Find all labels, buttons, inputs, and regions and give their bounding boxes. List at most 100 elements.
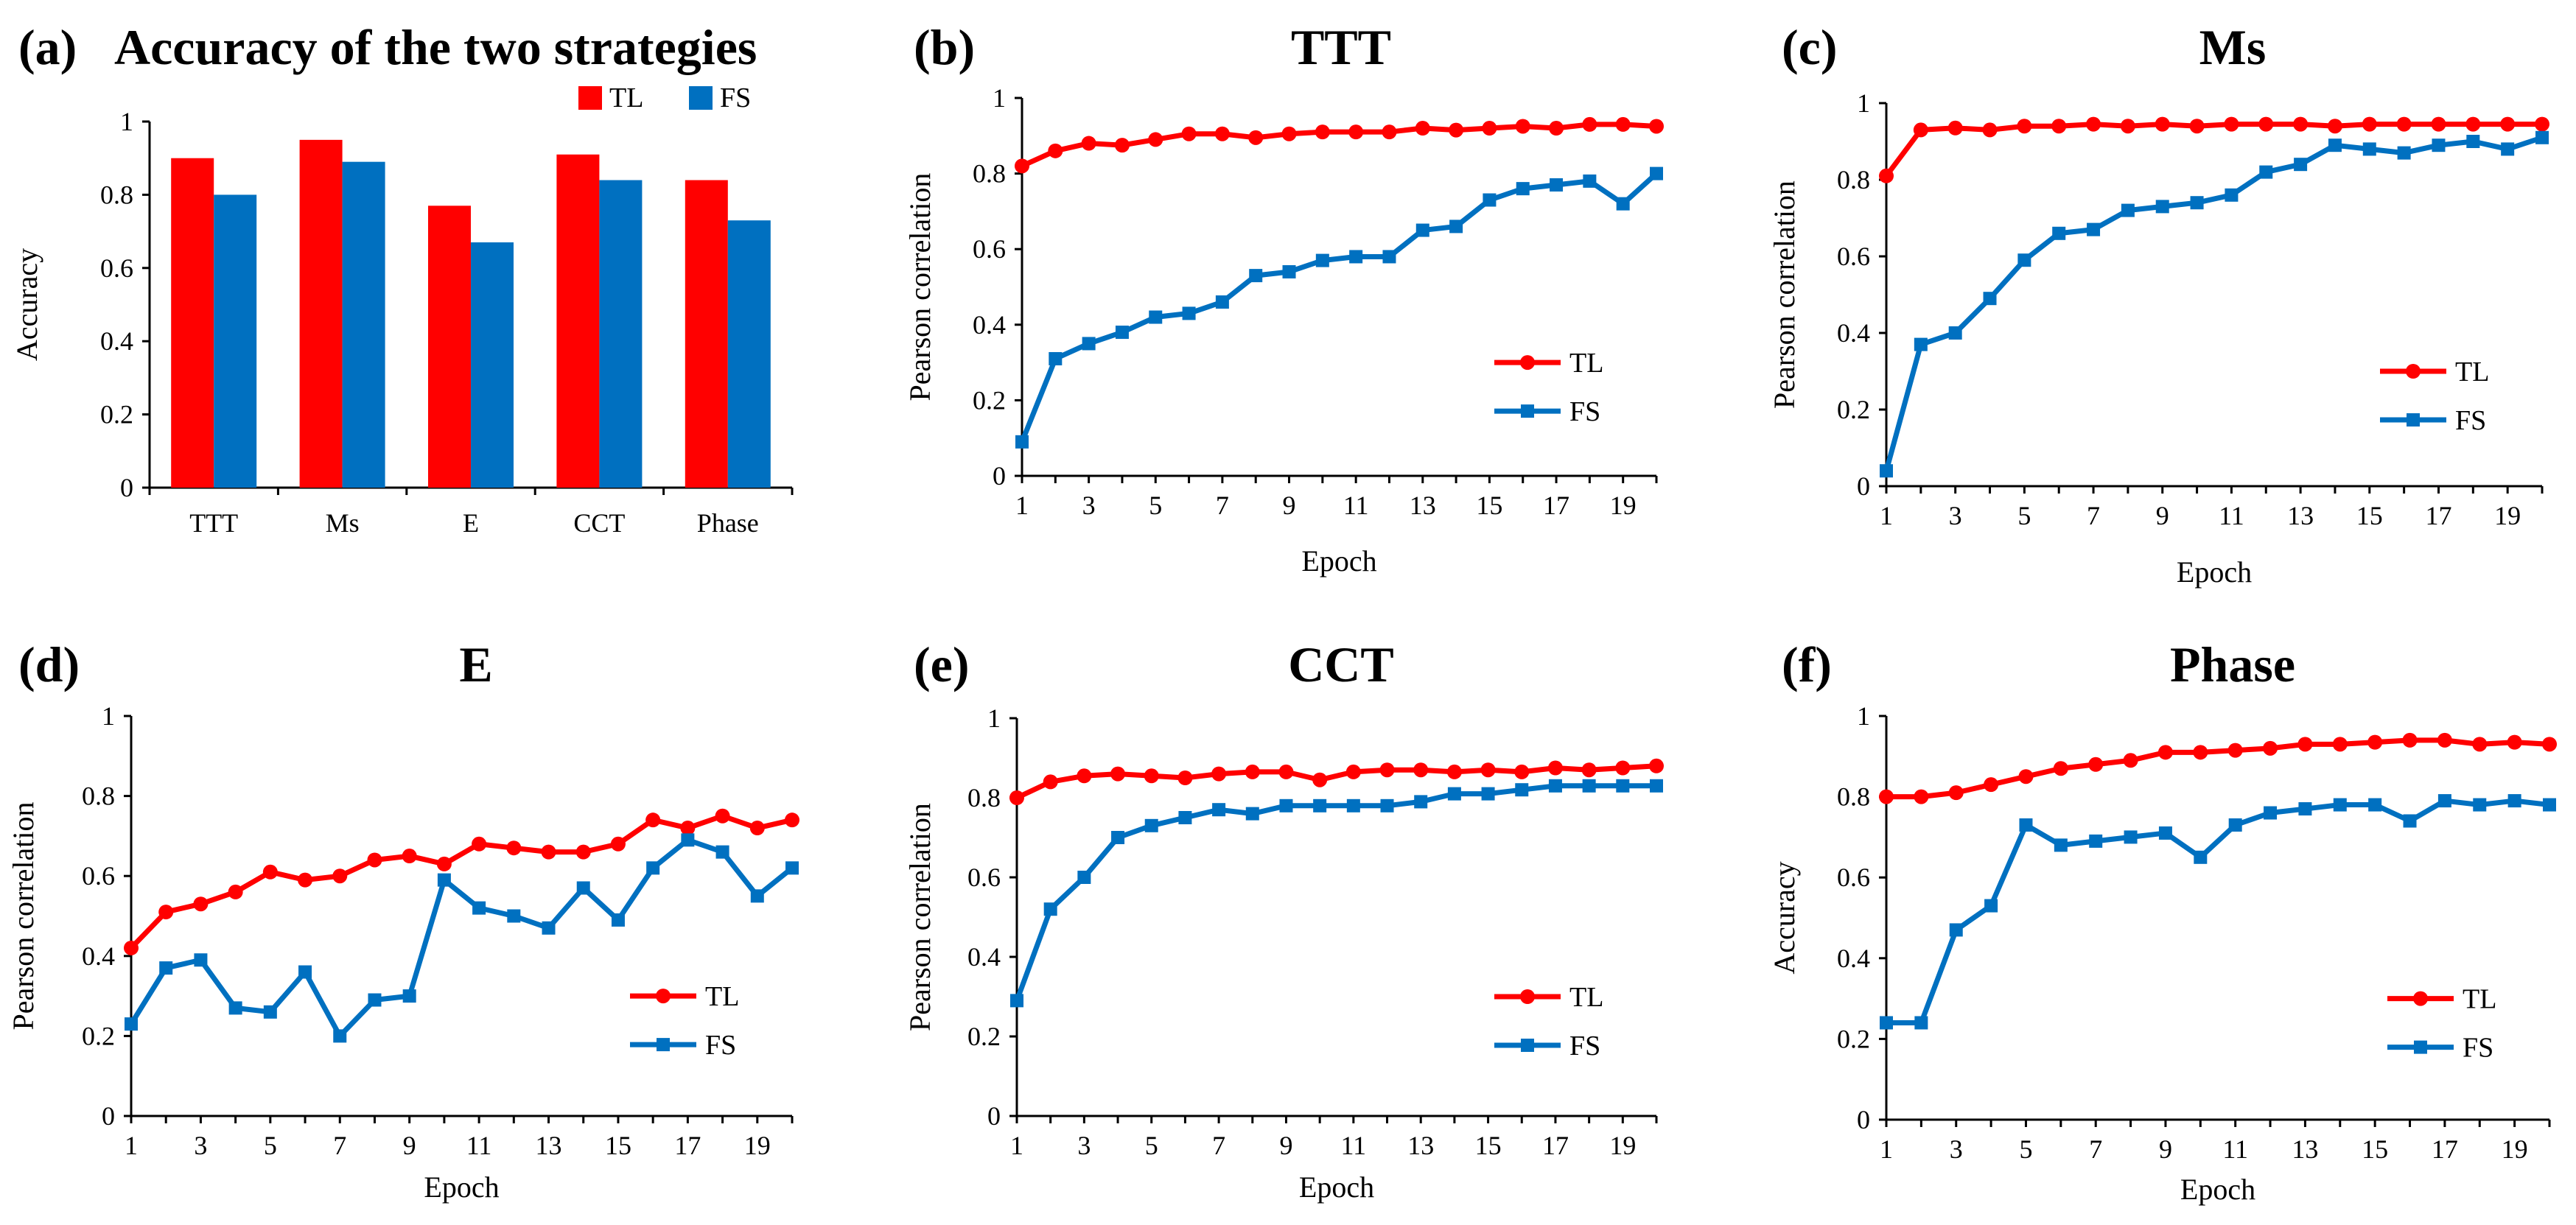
point-fs	[1382, 250, 1396, 264]
x-tick-label: 3	[194, 1131, 207, 1160]
x-tick-label: 5	[264, 1131, 277, 1160]
point-tl	[2155, 116, 2170, 132]
point-fs	[1984, 899, 1998, 913]
x-tick-label: 19	[1609, 1131, 1636, 1160]
series-line-fs	[1014, 783, 1656, 1002]
y-tick-label: 0	[1857, 471, 1870, 501]
x-axis-label: Epoch	[2180, 1173, 2255, 1206]
point-tl	[2263, 740, 2278, 756]
point-fs	[2054, 838, 2068, 852]
point-tl	[262, 864, 278, 880]
point-fs	[2333, 798, 2347, 812]
point-tl	[1649, 119, 1664, 134]
y-tick-label: 0.6	[1837, 242, 1870, 271]
y-tick-label: 0.4	[82, 941, 115, 971]
y-tick-label: 0.4	[973, 310, 1006, 340]
point-fs	[750, 889, 764, 903]
x-tick-label: 15	[605, 1131, 631, 1160]
x-axis-label: Epoch	[424, 1170, 499, 1204]
y-tick-label: 0.2	[100, 400, 133, 429]
point-tl	[2157, 745, 2173, 760]
x-tick-label: 15	[1475, 1131, 1502, 1160]
legend-marker-fs	[1521, 1039, 1534, 1052]
y-tick-label: 1	[102, 701, 115, 731]
y-tick-label: 0.2	[967, 1022, 1001, 1051]
y-tick-label: 0.8	[967, 783, 1001, 812]
point-tl	[1110, 766, 1126, 782]
point-fs	[2264, 806, 2278, 820]
x-tick-label: 1	[125, 1131, 138, 1160]
point-tl	[2193, 745, 2208, 760]
legend-marker-tl	[2406, 364, 2421, 379]
point-tl	[1114, 138, 1130, 153]
point-fs	[1616, 779, 1630, 793]
y-tick-label: 0.2	[82, 1021, 115, 1050]
legend-marker-tl	[1520, 989, 1535, 1004]
point-tl	[2500, 116, 2516, 132]
x-tick-label: 7	[333, 1131, 346, 1160]
y-tick-label: 0.2	[973, 385, 1006, 415]
point-fs	[1249, 269, 1263, 283]
point-fs	[1949, 923, 1963, 937]
point-tl	[541, 844, 556, 860]
x-tick-label: 11	[2222, 1134, 2248, 1164]
point-fs	[785, 861, 799, 875]
point-tl	[1449, 122, 1464, 138]
bar-fs	[599, 180, 643, 488]
point-fs	[2259, 165, 2273, 179]
panel-title: Accuracy of the two strategies	[114, 19, 757, 75]
point-tl	[2507, 734, 2522, 750]
point-tl	[2431, 116, 2446, 132]
point-fs	[2466, 135, 2480, 148]
legend-marker-fs	[2407, 413, 2420, 427]
point-tl	[2088, 757, 2104, 772]
x-tick-label: 5	[2017, 501, 2031, 530]
y-tick-label: 0	[993, 461, 1006, 491]
point-tl	[2224, 116, 2239, 132]
y-tick-label: 1	[993, 83, 1006, 113]
panel-label: (c)	[1782, 19, 1837, 75]
point-tl	[1048, 143, 1063, 158]
point-fs	[542, 921, 556, 935]
point-fs	[2403, 814, 2417, 828]
point-tl	[715, 808, 730, 824]
point-fs	[1043, 902, 1057, 916]
legend-label-tl: TL	[1569, 982, 1603, 1013]
point-tl	[1913, 122, 1928, 138]
point-tl	[1245, 764, 1260, 779]
point-fs	[2543, 798, 2556, 812]
point-tl	[2017, 119, 2032, 134]
point-fs	[1082, 337, 1096, 351]
point-fs	[1111, 831, 1125, 844]
point-tl	[1446, 764, 1462, 779]
x-tick-label: 11	[466, 1131, 492, 1160]
x-tick-label: 1	[1880, 501, 1893, 530]
point-tl	[158, 905, 174, 920]
point-tl	[1214, 126, 1230, 141]
x-tick-label: 11	[2219, 501, 2244, 530]
panel-label: (d)	[18, 636, 80, 692]
x-tick-label: 19	[2494, 501, 2521, 530]
legend-swatch-fs	[689, 86, 713, 110]
point-tl	[2018, 769, 2034, 785]
point-fs	[1914, 1016, 1928, 1030]
point-fs	[298, 965, 312, 979]
point-tl	[2437, 732, 2452, 748]
point-fs	[1380, 798, 1394, 812]
point-fs	[472, 901, 486, 915]
x-tick-label: 13	[536, 1131, 562, 1160]
point-tl	[436, 856, 452, 871]
x-tick-label: 7	[1212, 1131, 1225, 1160]
bar-tl	[556, 154, 600, 488]
point-tl	[1914, 789, 1929, 804]
point-fs	[507, 909, 521, 923]
point-tl	[2332, 737, 2348, 752]
x-tick-label: 5	[2019, 1134, 2032, 1164]
x-tick-label: 5	[1145, 1131, 1158, 1160]
point-fs	[1215, 295, 1229, 309]
point-fs	[1914, 337, 1928, 351]
point-fs	[1481, 787, 1495, 801]
x-tick-label: 11	[1343, 491, 1369, 520]
point-fs	[2228, 818, 2242, 832]
y-axis-label: Pearson correlation	[903, 173, 937, 401]
